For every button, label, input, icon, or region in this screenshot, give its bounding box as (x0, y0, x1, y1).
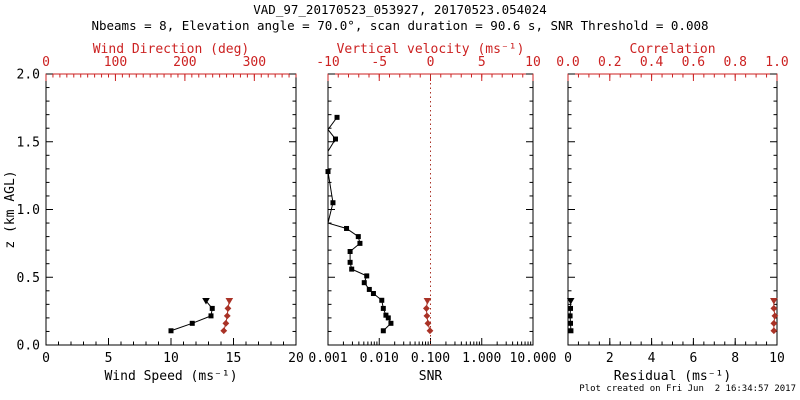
snr-profile-series (325, 114, 394, 334)
y-axis-label: z (km AGL) (3, 170, 18, 248)
bottom-axis-label: SNR (419, 369, 443, 384)
tick-label: 0.001 (308, 351, 347, 366)
tick-label: 1.0 (765, 55, 788, 70)
tick-label: 0.8 (723, 55, 746, 70)
tick-label: 10 (163, 351, 179, 366)
tick-label: 4 (648, 351, 656, 366)
y-tick-label: 0.0 (17, 339, 40, 354)
tick-label: 0 (42, 351, 50, 366)
y-tick-label: 0.5 (17, 271, 40, 286)
tick-label: 1.000 (462, 351, 501, 366)
tick-label: 0.2 (598, 55, 621, 70)
tick-label: 6 (689, 351, 697, 366)
tick-label: 10 (769, 351, 785, 366)
plot-subtitle: Nbeams = 8, Elevation angle = 70.0°, sca… (91, 18, 709, 33)
y-tick-label: 1.5 (17, 135, 40, 150)
tick-label: 20 (288, 351, 304, 366)
top-axis-label: Vertical velocity (ms⁻¹) (337, 42, 525, 57)
tick-label: 300 (243, 55, 266, 70)
tick-label: 10.000 (510, 351, 557, 366)
wind-panel: 0.0 0.5 1.0 1.5 2.0 z (km AGL) 0 5 10 15 20 Wind Sp… (3, 42, 304, 384)
tick-label: 5 (105, 351, 113, 366)
tick-label: 200 (173, 55, 196, 70)
plot-created-timestamp: Plot created on Fri Jun 2 16:34:57 2017 (579, 384, 796, 394)
tick-label: 0 (427, 55, 435, 70)
residual-panel: 0 2 4 6 8 10 Residual (ms⁻¹) 0.0 0.2 0.4 0.6 0.8 1.0… (556, 42, 788, 384)
tick-label: 0 (42, 55, 50, 70)
wind-direction-series (220, 297, 234, 335)
tick-label: 8 (731, 351, 739, 366)
top-axis-label: Wind Direction (deg) (93, 42, 250, 57)
snr-panel: 0.001 0.010 0.100 1.000 10.000 SNR -10 -5 0 5 10Ve… (308, 42, 556, 384)
tick-label: 5 (478, 55, 486, 70)
plot-title: VAD_97_20170523_053927, 20170523.054024 (253, 2, 547, 17)
vertical-velocity-series (423, 297, 434, 335)
tick-label: 0.100 (411, 351, 450, 366)
y-tick-label: 2.0 (17, 68, 40, 83)
tick-label: 10 (525, 55, 541, 70)
tick-label: 0 (564, 351, 572, 366)
tick-label: -10 (316, 55, 339, 70)
bottom-axis-label: Wind Speed (ms⁻¹) (104, 369, 237, 384)
tick-label: -5 (371, 55, 387, 70)
top-axis-label: Correlation (629, 42, 715, 57)
tick-label: 15 (226, 351, 242, 366)
tick-label: 0.0 (556, 55, 579, 70)
residual-series (566, 297, 575, 334)
y-tick-label: 1.0 (17, 203, 40, 218)
tick-label: 0.010 (360, 351, 399, 366)
tick-label: 100 (104, 55, 127, 70)
correlation-series (770, 297, 779, 335)
tick-label: 0.4 (640, 55, 664, 70)
wind-speed-series (168, 297, 215, 334)
tick-label: 2 (606, 351, 614, 366)
bottom-axis-label: Residual (ms⁻¹) (614, 369, 731, 384)
tick-label: 0.6 (682, 55, 705, 70)
